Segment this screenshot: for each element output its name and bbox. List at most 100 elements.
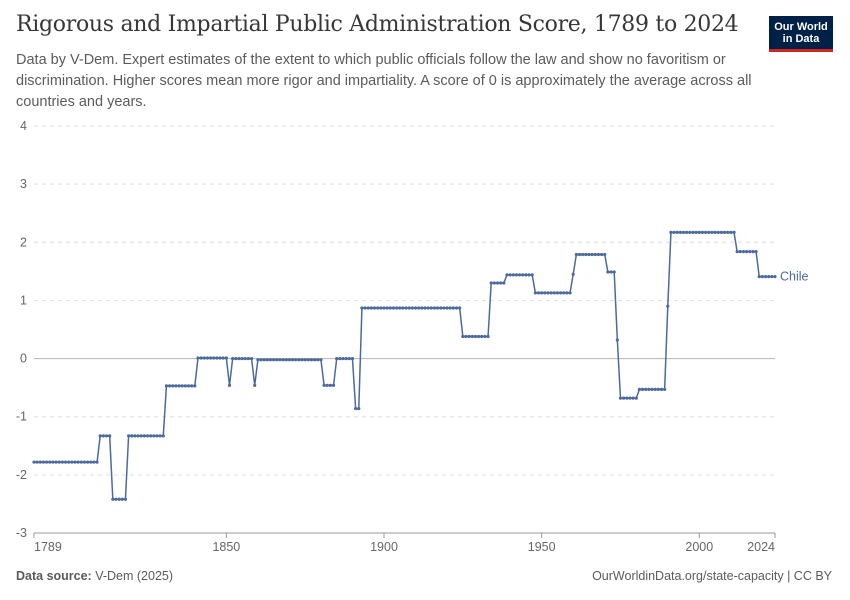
data-point (272, 358, 276, 362)
data-point (492, 281, 496, 285)
data-point (354, 406, 358, 411)
chart-title: Rigorous and Impartial Public Administra… (16, 12, 739, 37)
x-tick-label: 1950 (528, 540, 556, 554)
data-point (439, 306, 443, 310)
data-point (95, 460, 99, 464)
data-point (442, 306, 446, 310)
data-point (309, 358, 314, 362)
data-point (568, 291, 572, 295)
y-tick-label: 1 (20, 293, 27, 307)
data-point (331, 383, 336, 387)
data-point (587, 252, 591, 257)
data-point (344, 356, 348, 361)
data-point (407, 306, 411, 310)
data-point (508, 273, 512, 277)
data-point (429, 306, 433, 310)
data-point (114, 497, 118, 501)
data-point (732, 230, 736, 234)
owid-logo[interactable]: Our World in Data (769, 16, 833, 52)
chart-subtitle: Data by V-Dem. Expert estimates of the e… (16, 52, 752, 110)
data-point (133, 434, 137, 438)
data-point (180, 384, 184, 388)
data-point (672, 230, 676, 234)
data-point (524, 273, 528, 277)
data-point (426, 306, 430, 310)
data-point (278, 358, 282, 362)
data-point (644, 387, 648, 391)
data-point (249, 356, 254, 361)
data-point (253, 383, 257, 387)
data-point (467, 334, 471, 339)
data-point (256, 358, 260, 362)
data-point (363, 306, 367, 310)
y-tick-label: 0 (20, 352, 27, 366)
data-point (738, 249, 742, 254)
data-point (763, 274, 768, 279)
data-source-value[interactable]: V-Dem (2025) (95, 569, 174, 583)
data-point (139, 434, 143, 438)
series-layer[interactable]: Chile (32, 230, 809, 501)
data-source: Data source: V-Dem (2025) (16, 569, 173, 583)
data-point (511, 273, 515, 277)
data-point (70, 460, 74, 464)
data-point (306, 358, 310, 362)
data-point (609, 270, 613, 274)
footer-url[interactable]: OurWorldinData.org/state-capacity | CC B… (592, 569, 832, 583)
data-point (707, 230, 711, 234)
data-point (653, 387, 657, 391)
data-point (499, 281, 503, 285)
data-point (108, 434, 112, 438)
data-point (281, 358, 285, 362)
data-point (142, 434, 146, 438)
data-point (489, 281, 493, 285)
data-point (32, 460, 36, 464)
data-point (480, 334, 484, 339)
data-point (401, 306, 405, 310)
data-point (546, 291, 550, 295)
data-point (612, 270, 616, 274)
data-point (199, 356, 203, 360)
data-point (558, 291, 563, 295)
y-tick-label: 3 (20, 177, 27, 191)
data-point (615, 338, 619, 342)
data-point (618, 396, 623, 400)
data-point (294, 358, 298, 362)
logo-line-1: Our World (774, 21, 828, 33)
data-point (193, 384, 197, 388)
data-point (218, 356, 222, 360)
data-point (666, 304, 670, 308)
series-label-chile: Chile (780, 270, 809, 284)
data-point (540, 291, 544, 295)
data-point (770, 274, 774, 279)
data-point (603, 252, 607, 257)
data-point (51, 460, 55, 464)
data-point (212, 356, 216, 360)
data-point (477, 334, 481, 339)
data-point (704, 230, 708, 234)
data-point (335, 356, 339, 361)
data-point (300, 358, 304, 362)
data-point (593, 252, 597, 257)
x-tick-label: 1900 (370, 540, 398, 554)
data-point (773, 274, 777, 279)
data-point (729, 230, 733, 234)
data-point (231, 356, 235, 361)
data-point (502, 281, 506, 285)
data-point (130, 434, 134, 438)
data-point (757, 274, 761, 279)
data-point (127, 434, 131, 438)
y-tick-label: 2 (20, 235, 27, 249)
data-point (177, 384, 181, 388)
data-point (196, 356, 200, 360)
data-point (514, 273, 519, 277)
data-point (650, 387, 654, 391)
data-point (290, 358, 295, 362)
data-point (152, 434, 156, 438)
data-point (221, 356, 225, 360)
data-point (552, 291, 556, 295)
data-point (54, 460, 58, 464)
y-tick-label: -2 (16, 468, 27, 482)
data-point (625, 396, 629, 400)
y-tick-label: -1 (16, 410, 27, 424)
